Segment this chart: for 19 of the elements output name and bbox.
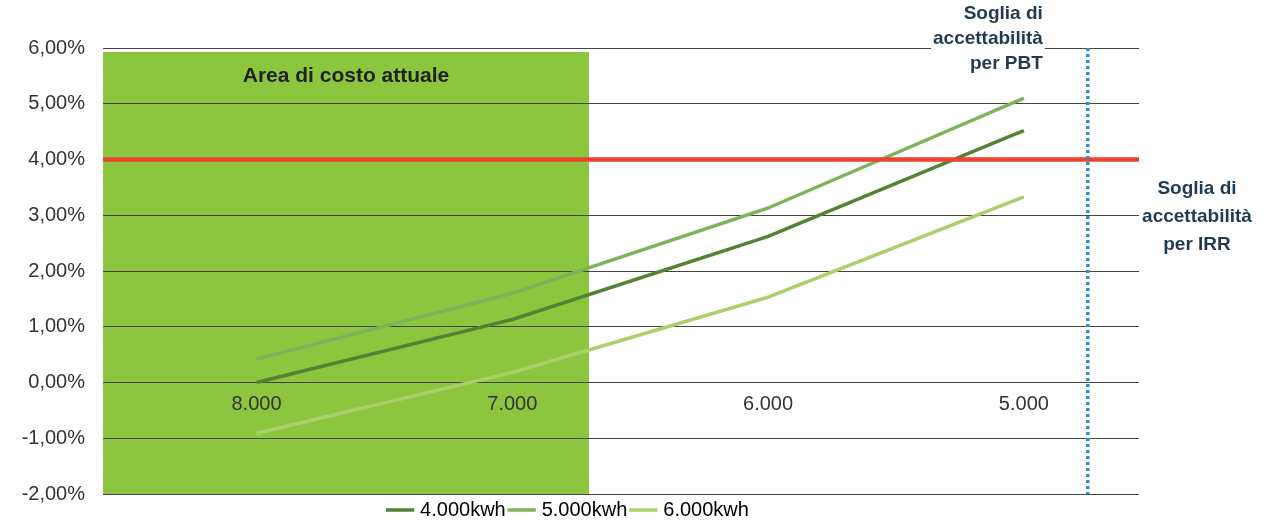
x-tick-label: 7.000: [487, 392, 538, 415]
y-tick-label: 0,00%: [28, 370, 86, 393]
y-tick-label: 5,00%: [28, 91, 86, 114]
y-tick-label: 1,00%: [28, 314, 86, 337]
ref-line-label: Soglia di accettabilità per IRR: [1142, 177, 1253, 255]
legend-label: 5.000kwh: [541, 497, 628, 520]
ref-line-label: Soglia di accettabilità per PBT: [933, 1, 1044, 73]
y-tick-label: 2,00%: [28, 258, 86, 281]
y-tick-label: 3,00%: [28, 202, 86, 225]
x-tick-label: 8.000: [231, 392, 282, 415]
y-tick-label: -1,00%: [21, 425, 86, 448]
y-tick-label: 4,00%: [28, 147, 86, 170]
legend-label: 4.000kwh: [420, 497, 506, 520]
y-tick-label: 6,00%: [28, 35, 86, 58]
x-tick-label: 5.000: [998, 392, 1049, 415]
legend-label: 6.000kwh: [663, 497, 749, 520]
y-tick-label: -2,00%: [21, 481, 86, 504]
band-label: Area di costo attuale: [242, 62, 450, 86]
x-tick-label: 6.000: [743, 392, 794, 415]
